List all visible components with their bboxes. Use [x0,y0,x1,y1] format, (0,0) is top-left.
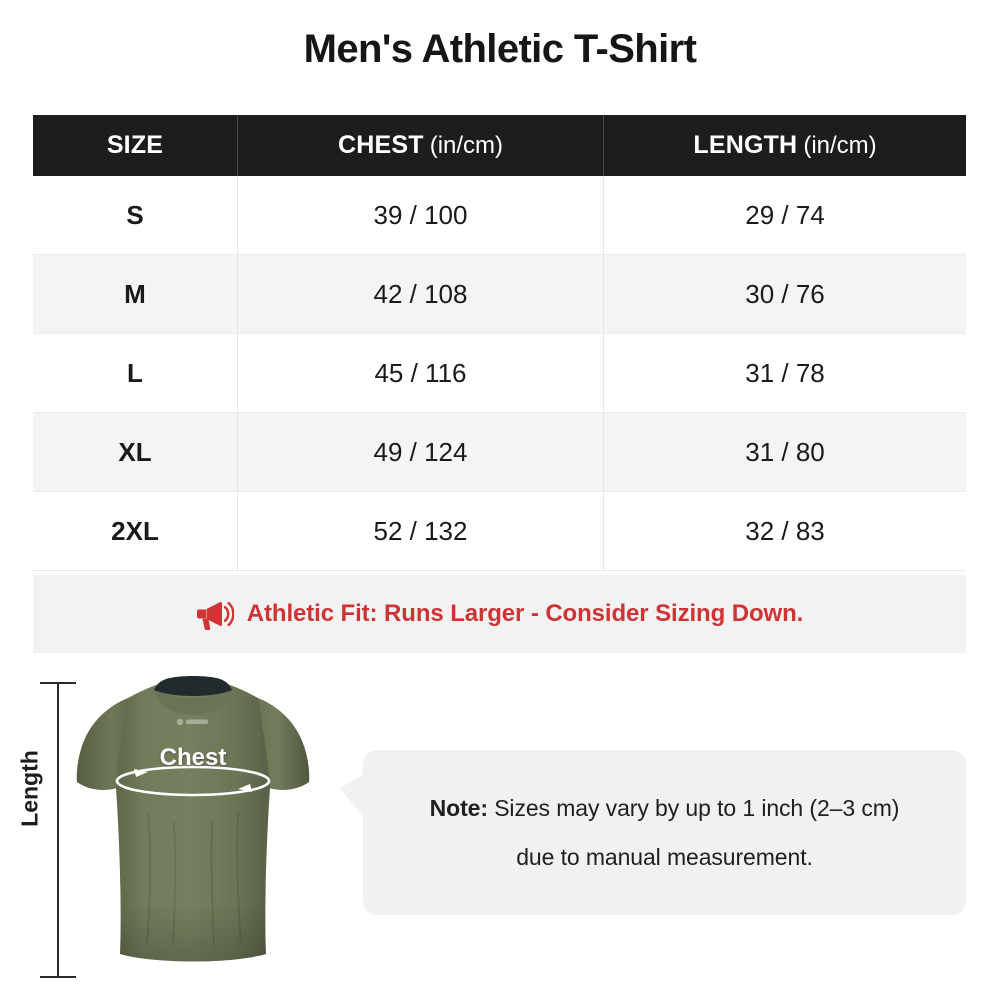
note-callout: Note: Sizes may vary by up to 1 inch (2–… [340,750,966,915]
measurement-illustration: Length [0,660,1000,1000]
cell-length: 31 / 80 [604,413,966,492]
column-header-chest-unit: (in/cm) [429,131,504,159]
tshirt-bottom-shading [120,902,266,962]
length-dimension-vertical-line [57,682,59,978]
length-dimension-line [40,682,76,978]
table-header-row: SIZE CHEST (in/cm) LENGTH (in/cm) [33,115,966,176]
cell-length: 29 / 74 [604,176,966,255]
cell-length: 31 / 78 [604,334,966,413]
length-measurement-label: Length [16,750,43,827]
table-row: XL 49 / 124 31 / 80 [33,413,966,492]
table-row: L 45 / 116 31 / 78 [33,334,966,413]
table-row: 2XL 52 / 132 32 / 83 [33,492,966,571]
column-header-size-label: SIZE [106,131,164,159]
tshirt-collar [154,676,232,696]
megaphone-icon [196,601,234,630]
chest-measure-ellipse [115,765,271,797]
length-dimension-cap-bottom [40,976,76,978]
fit-warning-text: Athletic Fit: Runs Larger - Consider Siz… [246,600,804,627]
note-line-1: Note: Sizes may vary by up to 1 inch (2–… [430,795,900,822]
column-header-size: SIZE [33,115,238,176]
tshirt-brand-logo [176,718,208,726]
cell-size: L [33,334,238,413]
size-chart-table: SIZE CHEST (in/cm) LENGTH (in/cm) S 39 /… [33,115,966,571]
cell-chest: 49 / 124 [238,413,604,492]
cell-chest: 52 / 132 [238,492,604,571]
note-line-2: due to manual measurement. [516,843,813,870]
tshirt-body [116,680,270,962]
column-header-length: LENGTH (in/cm) [604,115,966,176]
column-header-chest: CHEST (in/cm) [238,115,604,176]
fit-warning-banner: Athletic Fit: Runs Larger - Consider Siz… [33,575,966,653]
cell-chest: 45 / 116 [238,334,604,413]
table-row: M 42 / 108 30 / 76 [33,255,966,334]
chest-arrow-left [134,769,148,777]
column-header-chest-label: CHEST [337,131,424,159]
cell-size: S [33,176,238,255]
tshirt-neckline [154,690,232,715]
note-label: Note: [429,794,488,821]
tshirt-illustration: Chest [62,662,324,980]
cell-size: 2XL [33,492,238,571]
cell-length: 30 / 76 [604,255,966,334]
table-row: S 39 / 100 29 / 74 [33,176,966,255]
chest-arrow-right [238,784,252,792]
cell-chest: 39 / 100 [238,176,604,255]
cell-chest: 42 / 108 [238,255,604,334]
tshirt-svg [76,676,310,962]
column-header-length-label: LENGTH [693,131,798,159]
column-header-length-unit: (in/cm) [803,131,877,159]
note-line-1-rest: Sizes may vary by up to 1 inch (2–3 cm) [487,794,900,821]
tshirt-fabric-folds [146,811,242,947]
cell-size: XL [33,413,238,492]
page-title: Men's Athletic T-Shirt [303,27,697,71]
cell-length: 32 / 83 [604,492,966,571]
cell-size: M [33,255,238,334]
